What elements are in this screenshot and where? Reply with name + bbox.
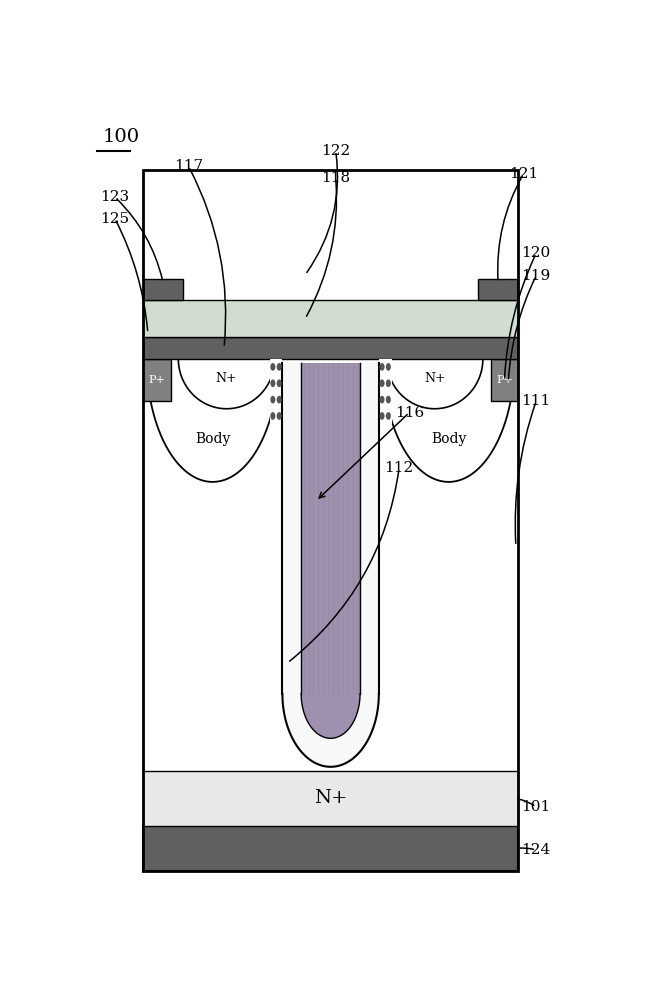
Circle shape	[276, 412, 282, 420]
Circle shape	[271, 396, 275, 403]
Bar	[143, 363, 519, 771]
Bar	[143, 337, 519, 359]
Bar	[143, 826, 519, 871]
Text: 123: 123	[100, 190, 130, 204]
Polygon shape	[379, 359, 519, 482]
Circle shape	[276, 396, 282, 403]
Polygon shape	[301, 694, 360, 738]
Circle shape	[271, 379, 275, 387]
Text: 122: 122	[321, 144, 350, 158]
Bar	[143, 279, 183, 300]
Circle shape	[276, 363, 282, 371]
Text: EPI: EPI	[310, 645, 350, 667]
Text: Body: Body	[431, 432, 466, 446]
Text: P+: P+	[496, 375, 513, 385]
Text: 100: 100	[102, 128, 140, 146]
Bar	[270, 359, 282, 424]
Circle shape	[379, 379, 384, 387]
Circle shape	[379, 396, 384, 403]
Text: N+: N+	[424, 372, 445, 385]
Circle shape	[379, 412, 384, 420]
Bar	[491, 359, 519, 401]
Text: 111: 111	[521, 394, 551, 408]
Bar	[143, 170, 519, 871]
Bar	[143, 359, 171, 401]
Text: 124: 124	[521, 843, 551, 857]
Bar	[379, 359, 392, 424]
Text: N+: N+	[314, 789, 347, 807]
Text: N+: N+	[215, 372, 237, 385]
Polygon shape	[379, 359, 491, 409]
Bar	[143, 771, 519, 826]
Bar	[301, 363, 360, 694]
Text: 120: 120	[521, 246, 551, 260]
Text: 125: 125	[100, 212, 130, 226]
Text: 101: 101	[521, 800, 551, 814]
Text: 118: 118	[321, 171, 350, 185]
Circle shape	[271, 412, 275, 420]
Circle shape	[386, 412, 391, 420]
Text: P+: P+	[148, 375, 165, 385]
Circle shape	[276, 379, 282, 387]
Text: 119: 119	[521, 269, 551, 283]
Bar	[143, 300, 519, 337]
Circle shape	[271, 363, 275, 371]
Polygon shape	[282, 694, 379, 767]
Text: 121: 121	[509, 167, 538, 181]
Bar	[477, 279, 519, 300]
Polygon shape	[171, 359, 282, 409]
Circle shape	[386, 363, 391, 371]
Circle shape	[379, 363, 384, 371]
Text: Body: Body	[195, 432, 231, 446]
Circle shape	[386, 396, 391, 403]
Polygon shape	[143, 359, 282, 482]
Circle shape	[386, 379, 391, 387]
Text: 112: 112	[384, 461, 414, 475]
Text: 116: 116	[395, 406, 424, 420]
Text: 117: 117	[174, 159, 203, 173]
Bar	[282, 363, 379, 694]
